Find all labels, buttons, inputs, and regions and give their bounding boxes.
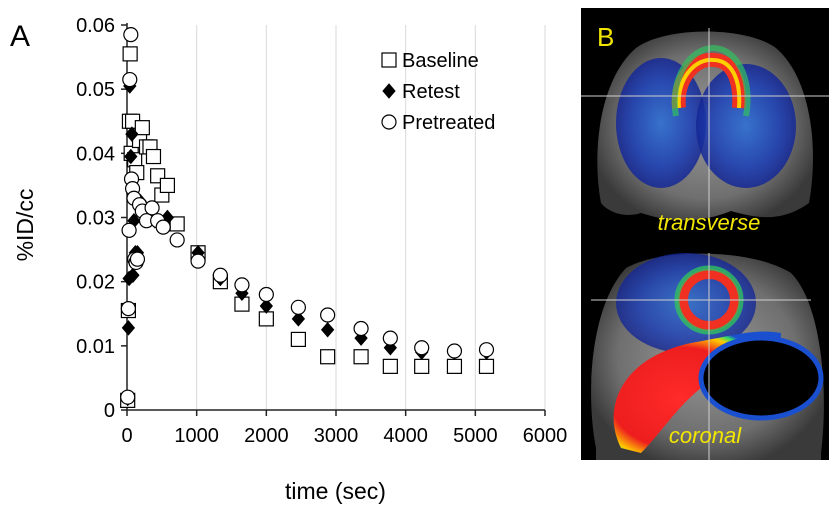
retest-point (121, 320, 136, 336)
pretreated-point (446, 343, 463, 359)
baseline-point (258, 311, 274, 327)
y-tick-label: 0.04 (76, 143, 115, 165)
retest-point (383, 339, 397, 356)
scan-images-panel: B transverse coronal (581, 8, 829, 460)
y-tick-label: 0.02 (76, 272, 115, 294)
baseline-point (145, 148, 162, 165)
pretreated-point (121, 222, 137, 238)
scatter-chart: 0 0.01 0.02 0.03 0.04 0.05 0.06 0 1000 2000 3000 40… (76, 15, 568, 447)
x-tick-label: 5000 (453, 425, 498, 447)
pretreated-point (382, 330, 398, 346)
x-tick-label: 6000 (523, 425, 568, 447)
pretreated-point (129, 251, 146, 267)
pretreated-point (353, 320, 369, 337)
baseline-point (478, 358, 495, 374)
baseline-point (169, 216, 185, 232)
retest-point (124, 148, 138, 165)
baseline-point (290, 331, 306, 348)
retest-point (125, 126, 139, 142)
x-tick-label: 3000 (314, 425, 359, 447)
pretreated-point (122, 71, 138, 88)
pretreated-point (155, 219, 171, 235)
pretreated-point (414, 340, 430, 356)
pretreated-point (120, 389, 136, 405)
panel-a-label: A (10, 20, 31, 53)
legend-pretreated-label: Pretreated (402, 112, 495, 134)
x-tick-label: 0 (121, 425, 132, 447)
pretreated-point (234, 277, 250, 293)
y-tick-label: 0.03 (76, 208, 115, 230)
y-tick-label: 0 (104, 400, 115, 422)
pretreated-point (212, 267, 228, 283)
pretreated-point (169, 232, 185, 248)
pretreated-point (478, 342, 495, 358)
baseline-point (122, 46, 138, 62)
retest-point (320, 322, 335, 338)
baseline-point (134, 120, 150, 136)
pretreated-point (190, 253, 206, 269)
baseline-point (353, 349, 369, 365)
pretreated-point (258, 286, 274, 303)
y-tick-label: 0.01 (76, 336, 115, 358)
coronal-caption: coronal (669, 423, 742, 448)
pretreated-point (123, 27, 139, 43)
coronal-scan (591, 253, 824, 460)
legend-retest-marker (382, 83, 396, 99)
retest-point (354, 330, 368, 346)
legend-baseline-marker (381, 52, 397, 68)
baseline-point (382, 358, 398, 374)
panel-b-label: B (597, 22, 614, 52)
x-axis-title: time (sec) (285, 478, 386, 504)
pretreated-point (144, 200, 160, 216)
pretreated-point (290, 299, 306, 315)
retest-point (259, 298, 273, 314)
pretreated-point (320, 307, 336, 323)
transverse-scan (581, 28, 829, 223)
legend-baseline-label: Baseline (402, 50, 479, 72)
legend-pretreated-marker (381, 114, 397, 130)
y-tick-label: 0.05 (76, 79, 115, 101)
transverse-caption: transverse (658, 210, 761, 235)
scan-images-svg: B transverse coronal (581, 22, 829, 460)
baseline-point (159, 177, 176, 194)
baseline-point (446, 358, 463, 374)
retest-point (126, 267, 140, 284)
legend-retest-label: Retest (402, 81, 460, 103)
retest-point (291, 311, 306, 327)
baseline-point (320, 349, 336, 365)
y-tick-label: 0.06 (76, 15, 115, 37)
x-tick-label: 1000 (174, 425, 219, 447)
x-tick-label: 2000 (244, 425, 289, 447)
x-tick-label: 4000 (383, 425, 428, 447)
baseline-point (414, 358, 430, 374)
pretreated-point (120, 301, 136, 317)
